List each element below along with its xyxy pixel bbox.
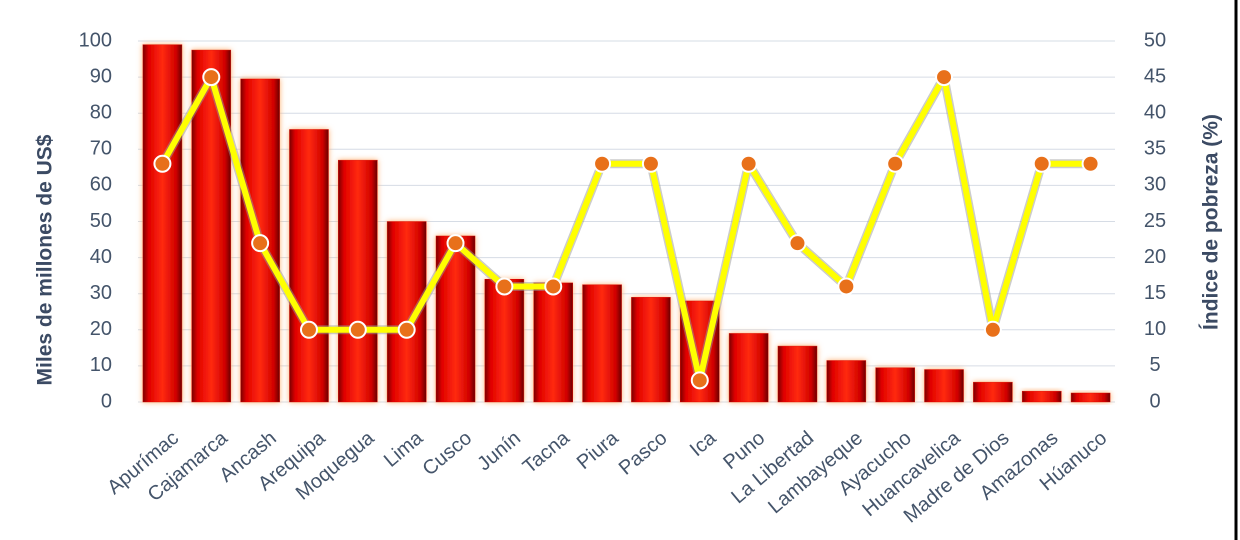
bar — [777, 345, 818, 403]
bar — [533, 282, 574, 403]
line-marker — [593, 154, 612, 173]
bar — [826, 360, 867, 403]
x-tick-label: Tacna — [519, 426, 575, 478]
line-marker — [837, 277, 856, 296]
line-marker — [1081, 154, 1100, 173]
y-tick-label: 20 — [90, 318, 112, 340]
bar — [631, 297, 671, 403]
bar — [1021, 390, 1062, 403]
line-marker — [1032, 154, 1051, 173]
line-marker — [983, 320, 1002, 339]
line-marker — [690, 371, 709, 390]
line-marker — [299, 320, 318, 339]
y-tick-label: 80 — [90, 101, 112, 123]
y2-axis-title: Índice de pobreza (%) — [1200, 114, 1223, 330]
bar — [484, 279, 525, 403]
x-tick-label: Cusco — [419, 427, 477, 480]
y2-tick-label: 0 — [1149, 390, 1160, 412]
line-marker — [397, 320, 416, 339]
y2-tick-label: 35 — [1144, 138, 1166, 160]
y2-tick-label: 10 — [1144, 318, 1166, 340]
line-marker — [251, 234, 270, 253]
y-tick-label: 0 — [101, 390, 112, 412]
y2-tick-label: 45 — [1144, 65, 1166, 87]
y2-tick-label: 20 — [1144, 246, 1166, 268]
y2-tick-label: 15 — [1144, 282, 1166, 304]
line-marker — [348, 320, 367, 339]
bar — [338, 159, 378, 403]
y-tick-label: 100 — [79, 29, 112, 51]
bar — [289, 129, 329, 403]
bar — [973, 381, 1013, 403]
y2-tick-label: 5 — [1149, 354, 1160, 376]
bar — [1070, 392, 1111, 403]
bar — [924, 369, 964, 403]
bar — [142, 44, 183, 403]
line-marker — [886, 154, 905, 173]
y2-tick-label: 50 — [1144, 29, 1166, 51]
line-marker — [788, 234, 807, 253]
x-tick-label: Piura — [573, 426, 624, 473]
y-tick-label: 70 — [90, 138, 112, 160]
y-tick-label: 90 — [90, 65, 112, 87]
line-marker — [544, 277, 563, 296]
y-tick-label: 60 — [90, 174, 112, 196]
line-marker — [739, 154, 758, 173]
line-marker — [641, 154, 660, 173]
bar — [582, 284, 622, 403]
y-axis-title: Miles de millones de US$ — [34, 134, 57, 385]
y-tick-label: 10 — [90, 354, 112, 376]
x-tick-label: Ica — [686, 426, 721, 461]
y2-tick-label: 40 — [1144, 101, 1166, 123]
x-tick-label: Junín — [473, 427, 525, 475]
y2-tick-label: 25 — [1144, 210, 1166, 232]
y-tick-label: 50 — [90, 210, 112, 232]
line-marker — [446, 234, 465, 253]
y-tick-label: 30 — [90, 282, 112, 304]
bar — [728, 333, 769, 403]
line-marker — [495, 277, 514, 296]
line-marker — [202, 68, 221, 87]
line-marker — [935, 68, 954, 87]
x-tick-label: Pasco — [615, 427, 672, 480]
y-tick-label: 40 — [90, 246, 112, 268]
line-marker — [153, 154, 172, 173]
y2-tick-label: 30 — [1144, 174, 1166, 196]
bar — [875, 367, 915, 403]
